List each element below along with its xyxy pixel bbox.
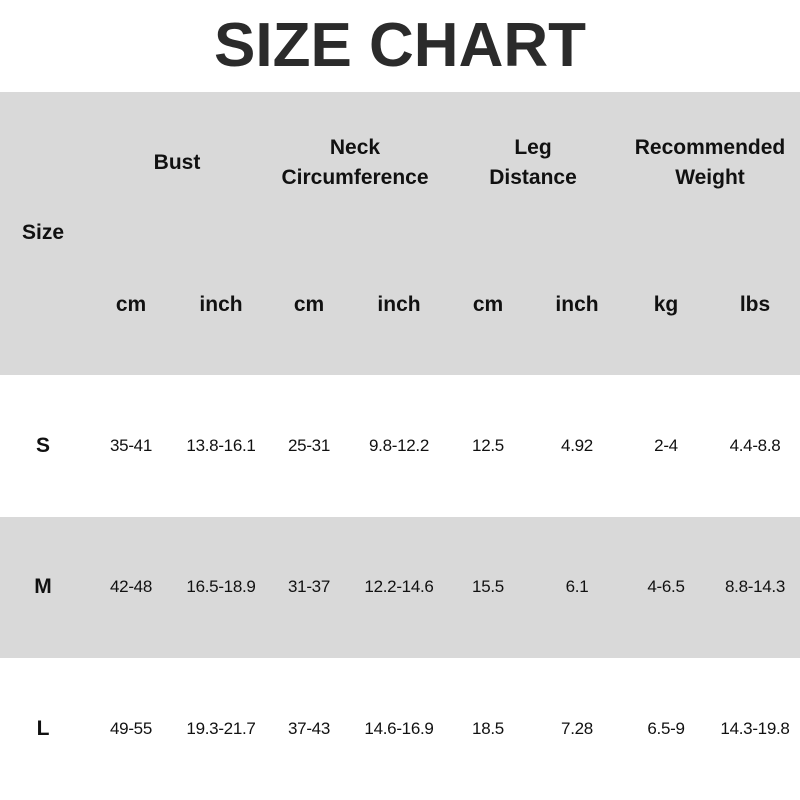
- value-cell: 31-37: [288, 577, 330, 596]
- value-cell: 18.5: [472, 719, 504, 738]
- header-band: [0, 92, 800, 375]
- value-cell: 19.3-21.7: [186, 719, 256, 738]
- value-cell: 12.2-14.6: [364, 577, 434, 596]
- value-cell: 37-43: [288, 719, 330, 738]
- group-header: Leg Distance: [489, 136, 577, 189]
- group-header: Neck Circumference: [281, 136, 429, 189]
- value-cell: 8.8-14.3: [725, 577, 785, 596]
- value-cell: 6.1: [565, 577, 589, 596]
- group-header: Recommended Weight: [634, 136, 786, 189]
- value-cell: 4-6.5: [647, 577, 685, 596]
- value-cell: 2-4: [654, 436, 678, 455]
- value-cell: 15.5: [472, 577, 504, 596]
- value-cell: 14.6-16.9: [364, 719, 434, 738]
- page-title: SIZE CHART: [214, 11, 586, 80]
- value-cell: 4.92: [561, 436, 593, 455]
- size-cell: L: [36, 717, 50, 740]
- unit-header: cm: [472, 293, 504, 316]
- unit-header: inch: [555, 293, 599, 316]
- unit-header: lbs: [739, 293, 771, 316]
- value-cell: 35-41: [110, 436, 152, 455]
- value-cell: 9.8-12.2: [369, 436, 429, 455]
- unit-header: cm: [115, 293, 147, 316]
- row-stripe: [0, 517, 800, 658]
- value-cell: 16.5-18.9: [186, 577, 256, 596]
- unit-header: inch: [199, 293, 243, 316]
- value-cell: 25-31: [288, 436, 330, 455]
- size-header: Size: [21, 221, 65, 244]
- size-cell: M: [34, 575, 52, 598]
- value-cell: 4.4-8.8: [729, 436, 781, 455]
- group-header: Bust: [153, 151, 201, 174]
- value-cell: 14.3-19.8: [720, 719, 790, 738]
- value-cell: 6.5-9: [647, 719, 685, 738]
- value-cell: 49-55: [110, 719, 152, 738]
- value-cell: 13.8-16.1: [186, 436, 256, 455]
- value-cell: 7.28: [561, 719, 593, 738]
- size-cell: S: [35, 434, 51, 457]
- unit-header: kg: [653, 293, 679, 316]
- value-cell: 12.5: [472, 436, 504, 455]
- value-cell: 42-48: [110, 577, 152, 596]
- unit-header: cm: [293, 293, 325, 316]
- unit-header: inch: [377, 293, 421, 316]
